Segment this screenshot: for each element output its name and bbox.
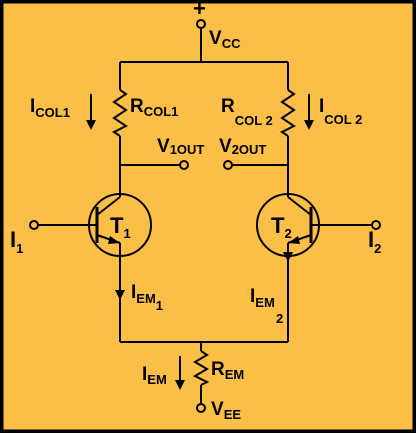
resistor-rcol2: [280, 89, 296, 137]
resistor-rcol1: [112, 89, 128, 137]
transistor-t2: [256, 193, 320, 257]
icol1-label: ICOL1: [30, 96, 70, 120]
iem1-label: IEM1: [131, 282, 163, 313]
vcc-label: VCC: [209, 28, 241, 51]
i1-terminal: [29, 220, 39, 230]
icol2-label: ICOL 2: [319, 96, 362, 127]
arrow-icol2-icon: [304, 94, 314, 130]
rem-label: REM: [211, 359, 244, 382]
arrow-iem2-icon: [283, 252, 293, 262]
resistor-rem: [192, 350, 210, 386]
v1out-label: V1OUT: [157, 136, 204, 157]
v2out-terminal: [223, 160, 233, 170]
i2-terminal: [371, 220, 381, 230]
i2-label: I2: [368, 227, 381, 256]
iem-label: IEM: [142, 364, 167, 387]
vcc-plus-label: +: [193, 0, 206, 21]
vcc-terminal: [196, 19, 206, 29]
transistor-t1: [88, 193, 152, 257]
wires: [38, 28, 372, 404]
iem2-subscript-label: 2: [276, 311, 283, 326]
rcol2-label: RCOL 2: [221, 96, 273, 128]
vee-label: VEE: [211, 399, 241, 422]
t1-label: T1: [110, 213, 131, 241]
v2out-label: V2OUT: [219, 136, 266, 157]
arrow-icol1-icon: [86, 94, 96, 130]
i1-label: I1: [10, 227, 23, 256]
vee-terminal: [196, 403, 206, 413]
arrow-iem1-icon: [115, 290, 125, 300]
v1out-terminal: [179, 160, 189, 170]
iem2-label: IEM: [250, 286, 275, 310]
arrow-iem-icon: [175, 356, 185, 390]
t2-label: T2: [271, 213, 292, 241]
rcol1-label: RCOL1: [130, 96, 178, 119]
